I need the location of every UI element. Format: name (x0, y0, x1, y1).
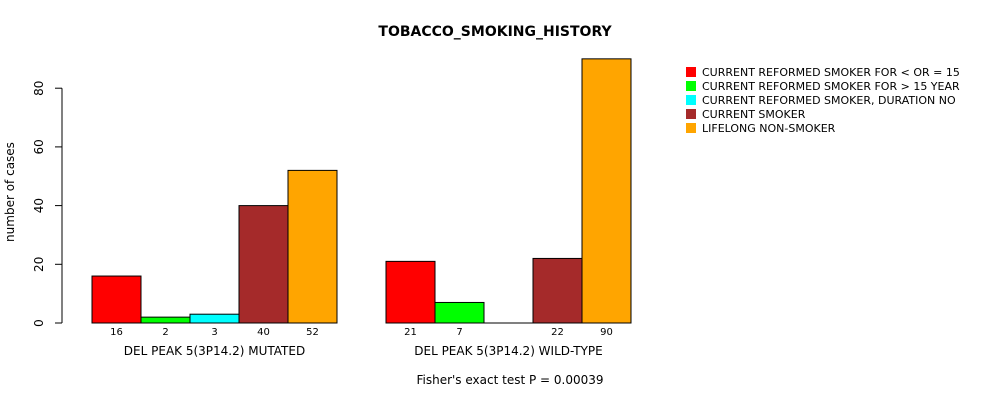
y-axis: 0 20 40 60 80 (32, 81, 63, 327)
group-label: DEL PEAK 5(3P14.2) MUTATED (124, 344, 305, 358)
bar (91, 275, 142, 324)
bar-value-label: 22 (551, 327, 564, 338)
y-tick-label: 20 (32, 257, 46, 272)
bar (238, 205, 289, 324)
y-axis-label: number of cases (3, 142, 17, 242)
bar-value-label: 7 (456, 327, 462, 338)
group-labels: DEL PEAK 5(3P14.2) MUTATED DEL PEAK 5(3P1… (124, 344, 603, 358)
bar (189, 313, 240, 324)
bar-value-label: 16 (110, 327, 123, 338)
bar (140, 316, 191, 324)
bar (385, 260, 436, 324)
legend-label: CURRENT SMOKER (702, 108, 806, 121)
bar (287, 169, 338, 324)
legend-swatch (686, 123, 696, 133)
y-tick-label: 40 (32, 198, 46, 213)
chart-title: TOBACCO_SMOKING_HISTORY (378, 24, 612, 40)
bar-value-label: 52 (306, 327, 319, 338)
legend-swatch (686, 95, 696, 105)
y-tick-label: 80 (32, 81, 46, 96)
legend-label: LIFELONG NON-SMOKER (702, 122, 836, 135)
y-tick-label: 60 (32, 139, 46, 154)
bar (581, 58, 632, 324)
legend-swatch (686, 109, 696, 119)
legend-swatch (686, 67, 696, 77)
bar (434, 301, 485, 324)
bar-value-label: 3 (211, 327, 217, 338)
legend-label: CURRENT REFORMED SMOKER FOR > 15 YEAR (702, 80, 960, 93)
legend-label: CURRENT REFORMED SMOKER, DURATION NO (702, 94, 956, 107)
bars: 16 2 3 40 52 21 7 22 90 (91, 58, 632, 338)
bar-value-label: 40 (257, 327, 270, 338)
bar-value-label: 90 (600, 327, 613, 338)
bar (532, 257, 583, 324)
fisher-test-footnote: Fisher's exact test P = 0.00039 (416, 373, 603, 387)
legend-label: CURRENT REFORMED SMOKER FOR < OR = 15 (702, 66, 960, 79)
y-tick-label: 0 (32, 319, 46, 327)
bar-value-label: 21 (404, 327, 417, 338)
legend-swatch (686, 81, 696, 91)
legend: CURRENT REFORMED SMOKER FOR < OR = 15CUR… (686, 66, 960, 135)
group-label: DEL PEAK 5(3P14.2) WILD-TYPE (414, 344, 602, 358)
bar-value-label: 2 (162, 327, 168, 338)
